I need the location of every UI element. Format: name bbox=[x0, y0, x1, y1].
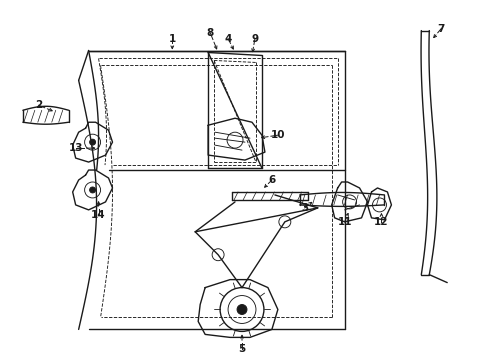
Text: 5: 5 bbox=[239, 345, 245, 354]
Circle shape bbox=[90, 187, 96, 193]
Text: 12: 12 bbox=[374, 217, 389, 227]
Text: 11: 11 bbox=[337, 217, 352, 227]
Circle shape bbox=[90, 139, 96, 145]
Text: 4: 4 bbox=[224, 33, 232, 44]
Text: 2: 2 bbox=[35, 100, 43, 110]
Text: 3: 3 bbox=[301, 203, 308, 213]
Text: 10: 10 bbox=[270, 130, 285, 140]
Text: 13: 13 bbox=[69, 143, 83, 153]
Text: 1: 1 bbox=[169, 33, 176, 44]
Text: 9: 9 bbox=[251, 33, 259, 44]
Circle shape bbox=[237, 305, 247, 315]
Text: 8: 8 bbox=[206, 28, 214, 37]
Text: 14: 14 bbox=[91, 210, 106, 220]
Text: 6: 6 bbox=[268, 175, 275, 185]
Text: 7: 7 bbox=[438, 24, 445, 33]
